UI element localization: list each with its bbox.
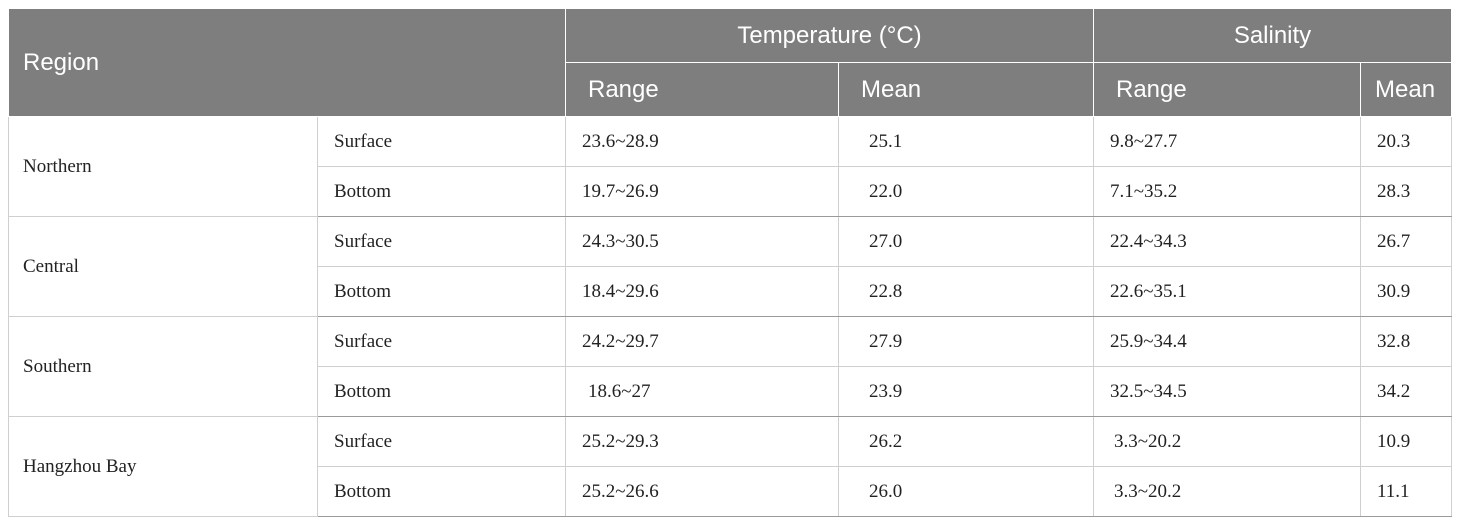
temp-mean-cell: 23.9 (838, 366, 1094, 417)
region-cell: Northern (8, 116, 318, 217)
temp-range-cell: 25.2~26.6 (565, 466, 839, 517)
temp-mean-cell: 22.0 (838, 166, 1094, 217)
sal-range-cell: 22.4~34.3 (1093, 216, 1361, 267)
table-row: Bottom 18.6~27 23.9 32.5~34.5 34.2 (9, 366, 1452, 417)
region-cell: Central (8, 216, 318, 317)
header-sal-range: Range (1093, 62, 1361, 117)
table-row: Bottom 19.7~26.9 22.0 7.1~35.2 28.3 (9, 166, 1452, 217)
table-row: Bottom 25.2~26.6 26.0 3.3~20.2 11.1 (9, 466, 1452, 517)
sal-range-cell: 7.1~35.2 (1093, 166, 1361, 217)
temp-range-cell: 18.6~27 (565, 366, 839, 417)
sal-mean-cell: 30.9 (1360, 266, 1452, 317)
temp-range-cell: 24.3~30.5 (565, 216, 839, 267)
temp-range-cell: 25.2~29.3 (565, 416, 839, 467)
layer-cell: Bottom (317, 166, 566, 217)
layer-cell: Surface (317, 216, 566, 267)
sal-range-cell: 9.8~27.7 (1093, 116, 1361, 167)
temp-mean-cell: 27.9 (838, 316, 1094, 367)
sal-mean-cell: 34.2 (1360, 366, 1452, 417)
temp-range-cell: 23.6~28.9 (565, 116, 839, 167)
temp-mean-cell: 25.1 (838, 116, 1094, 167)
sal-range-cell: 25.9~34.4 (1093, 316, 1361, 367)
sal-range-cell: 22.6~35.1 (1093, 266, 1361, 317)
temp-mean-cell: 26.2 (838, 416, 1094, 467)
layer-cell: Bottom (317, 466, 566, 517)
temp-range-cell: 19.7~26.9 (565, 166, 839, 217)
header-region: Region (8, 8, 566, 117)
layer-cell: Surface (317, 116, 566, 167)
data-table: Region Temperature (°C) Salinity Range M… (8, 8, 1452, 517)
header-sal-mean: Mean (1360, 62, 1452, 117)
layer-cell: Bottom (317, 366, 566, 417)
temp-range-cell: 24.2~29.7 (565, 316, 839, 367)
table-row: Hangzhou Bay Surface 25.2~29.3 26.2 3.3~… (8, 416, 1452, 517)
header-salinity: Salinity (1093, 8, 1452, 63)
temp-mean-cell: 27.0 (838, 216, 1094, 267)
sal-mean-cell: 10.9 (1360, 416, 1452, 467)
temp-range-cell: 18.4~29.6 (565, 266, 839, 317)
temp-mean-cell: 26.0 (838, 466, 1094, 517)
sal-range-cell: 3.3~20.2 (1093, 416, 1361, 467)
sal-mean-cell: 11.1 (1360, 466, 1452, 517)
header-temp-mean: Mean (838, 62, 1094, 117)
layer-cell: Surface (317, 316, 566, 367)
table-row: Northern Surface 23.6~28.9 25.1 9.8~27.7… (8, 116, 1452, 217)
sal-mean-cell: 26.7 (1360, 216, 1452, 267)
table-row: Southern Surface 24.2~29.7 27.9 25.9~34.… (8, 316, 1452, 417)
region-cell: Southern (8, 316, 318, 417)
sal-mean-cell: 20.3 (1360, 116, 1452, 167)
temp-mean-cell: 22.8 (838, 266, 1094, 317)
region-cell: Hangzhou Bay (8, 416, 318, 517)
table-row: Central Surface 24.3~30.5 27.0 22.4~34.3… (8, 216, 1452, 317)
sal-mean-cell: 28.3 (1360, 166, 1452, 217)
header-temp-range: Range (565, 62, 839, 117)
sal-range-cell: 3.3~20.2 (1093, 466, 1361, 517)
table-row: Bottom 18.4~29.6 22.8 22.6~35.1 30.9 (9, 266, 1452, 317)
sal-range-cell: 32.5~34.5 (1093, 366, 1361, 417)
header-row-sub: Range Mean Range Mean (9, 62, 1452, 117)
layer-cell: Surface (317, 416, 566, 467)
layer-cell: Bottom (317, 266, 566, 317)
header-row-top: Region Temperature (°C) Salinity (8, 8, 1452, 117)
header-temperature: Temperature (°C) (565, 8, 1094, 63)
sal-mean-cell: 32.8 (1360, 316, 1452, 367)
